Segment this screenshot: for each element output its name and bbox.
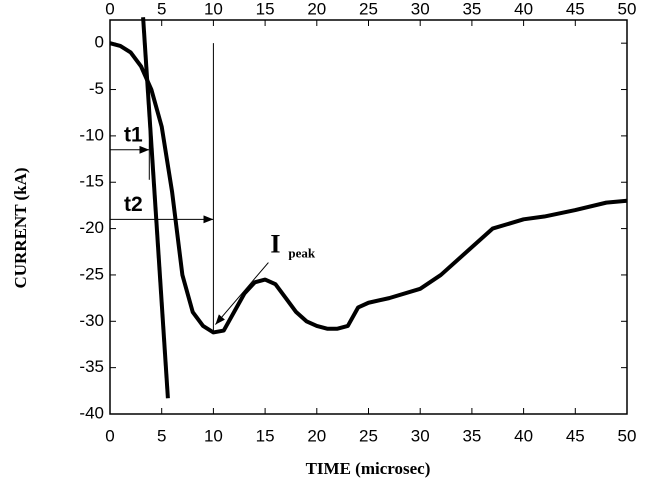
x-tick-label-top: 10: [204, 0, 223, 18]
x-tick-label-top: 5: [157, 0, 166, 18]
x-tick-label: 0: [105, 426, 114, 445]
annotation-label: t1: [124, 123, 143, 146]
x-tick-label-top: 15: [256, 0, 275, 18]
x-tick-label: 50: [618, 426, 637, 445]
y-tick-label: -35: [79, 357, 104, 376]
series-line: [141, 17, 170, 399]
y-tick-label: -10: [79, 125, 104, 144]
x-tick-label: 15: [256, 426, 275, 445]
series-line: [109, 41, 628, 335]
y-tick-label: 0: [95, 33, 104, 52]
x-tick-label-top: 50: [618, 0, 637, 18]
y-tick-label: -15: [79, 172, 104, 191]
x-tick-label: 30: [411, 426, 430, 445]
x-tick-label: 45: [566, 426, 585, 445]
y-tick-label: -20: [79, 218, 104, 237]
x-tick-label: 40: [514, 426, 533, 445]
x-axis-title: TIME (microsec): [306, 459, 431, 478]
y-tick-label: -40: [79, 403, 104, 422]
y-tick-label: -30: [79, 311, 104, 330]
x-tick-label: 5: [157, 426, 166, 445]
x-tick-label-top: 0: [105, 0, 114, 18]
annotation-label: I: [270, 230, 280, 259]
y-axis-title: CURRENT (kA): [11, 167, 30, 288]
x-tick-label-top: 45: [566, 0, 585, 18]
annotation-label: t2: [124, 193, 143, 216]
x-tick-label: 10: [204, 426, 223, 445]
x-tick-label-top: 20: [307, 0, 326, 18]
x-tick-label: 25: [359, 426, 378, 445]
x-tick-label-top: 30: [411, 0, 430, 18]
x-tick-label: 35: [462, 426, 481, 445]
x-tick-label-top: 35: [462, 0, 481, 18]
annotation-arrow: [215, 262, 269, 325]
annotation-sub: peak: [288, 246, 316, 261]
x-tick-label-top: 25: [359, 0, 378, 18]
y-tick-label: -25: [79, 264, 104, 283]
x-tick-label-top: 40: [514, 0, 533, 18]
y-tick-label: -5: [89, 79, 104, 98]
x-tick-label: 20: [307, 426, 326, 445]
